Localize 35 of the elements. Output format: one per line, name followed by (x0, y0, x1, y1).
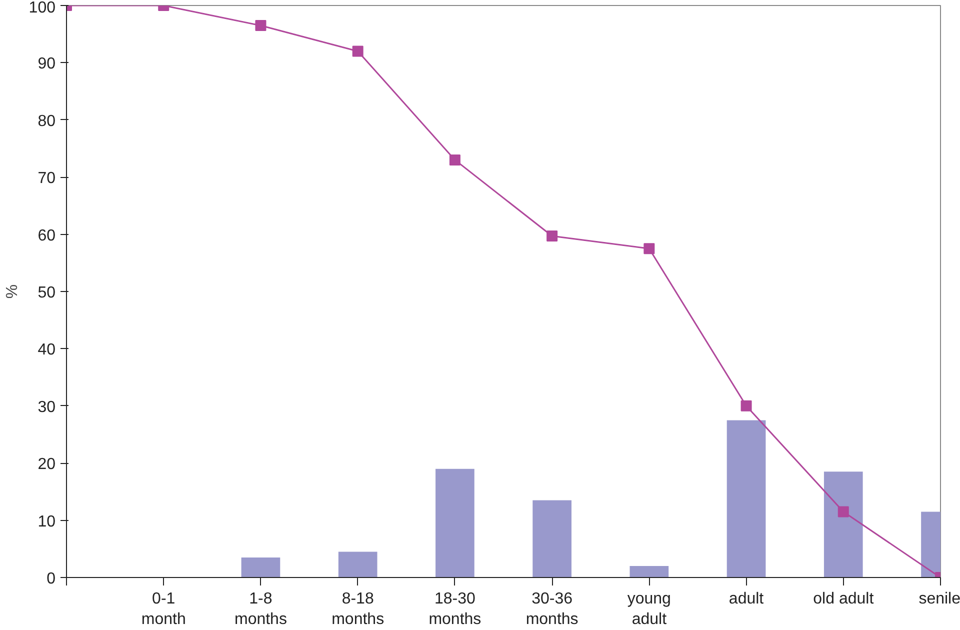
x-tick-label: 18-30 months (428, 590, 482, 628)
point (838, 506, 849, 518)
point (546, 230, 558, 242)
x-tick-label: 0-1 month (141, 590, 186, 628)
x-tick-label: young adult (627, 590, 671, 628)
y-tick-label: 60 (38, 227, 56, 244)
y-tick-label: 70 (38, 170, 56, 188)
y-axis-title: % (4, 284, 21, 299)
bar (338, 552, 378, 578)
x-tick-label: 8-18 months (332, 590, 384, 628)
bar (630, 566, 669, 578)
y-tick-label: 90 (38, 56, 56, 73)
x-tick-label: adult (728, 590, 764, 608)
y-tick-label: 100 (28, 0, 56, 16)
bar (532, 500, 572, 578)
point (255, 20, 266, 32)
bar (824, 472, 863, 578)
y-tick-label: 40 (38, 342, 56, 359)
y-tick-label: 80 (38, 112, 56, 130)
x-tick-label: old adult (813, 590, 874, 608)
point (740, 400, 752, 412)
x-tick-label: 30-36 months (526, 590, 578, 628)
y-tick-label: 10 (38, 513, 56, 530)
x-tick-label: 1-8 months (234, 590, 287, 628)
y-tick-label: 50 (38, 284, 56, 302)
bar (726, 420, 766, 578)
point (644, 243, 655, 254)
y-tick-label: 0 (46, 570, 56, 588)
y-tick-label: 30 (38, 398, 56, 416)
x-tick-label: senile (918, 590, 960, 608)
point (352, 46, 364, 57)
bar (241, 557, 280, 578)
bar (436, 468, 474, 578)
point (449, 154, 460, 166)
y-tick-label: 20 (38, 456, 56, 474)
